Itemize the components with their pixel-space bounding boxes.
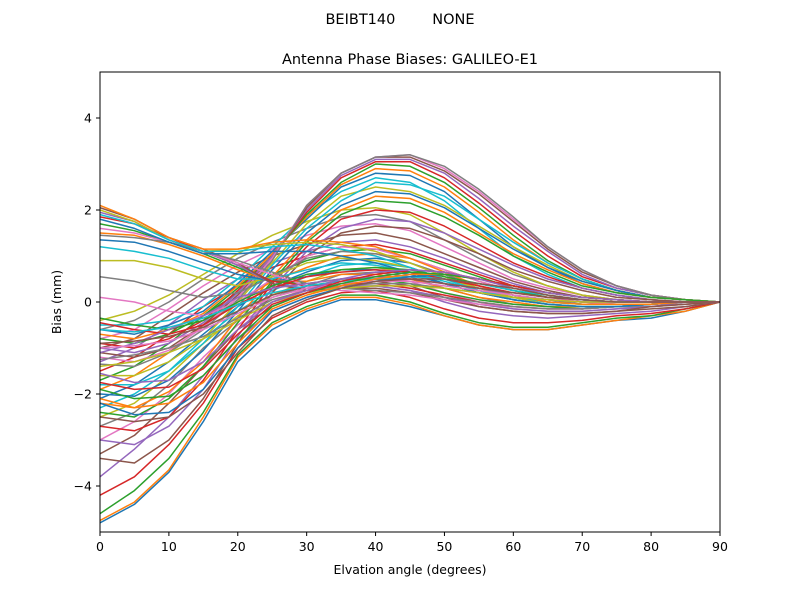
x-tick-label: 70 — [574, 539, 590, 554]
series-line-4 — [100, 289, 720, 496]
series-line-52 — [100, 204, 720, 306]
series-line-66 — [100, 278, 720, 423]
y-tick-label: 2 — [84, 203, 92, 218]
x-tick-label: 20 — [230, 539, 246, 554]
series-line-3 — [100, 294, 720, 515]
x-tick-label: 90 — [712, 539, 728, 554]
y-axis-label: Bias (mm) — [49, 270, 64, 334]
x-axis: 0 10 20 30 40 50 60 70 80 90 — [96, 532, 728, 554]
series-line-2 — [100, 296, 720, 522]
series-line-25 — [100, 158, 720, 354]
series-line-31 — [100, 190, 720, 398]
series-line-33 — [100, 200, 720, 418]
x-tick-label: 0 — [96, 539, 104, 554]
x-axis-label: Elvation angle (degrees) — [333, 562, 486, 577]
y-tick-label: −2 — [74, 387, 92, 402]
x-tick-label: 50 — [436, 539, 452, 554]
x-tick-label: 80 — [643, 539, 659, 554]
series-layer — [100, 154, 720, 524]
y-tick-label: −4 — [74, 479, 92, 494]
y-axis: −4 −2 0 2 4 — [74, 111, 100, 494]
x-tick-label: 10 — [161, 539, 177, 554]
x-tick-label: 60 — [505, 539, 521, 554]
x-tick-label: 40 — [368, 539, 384, 554]
chart-title: Antenna Phase Biases: GALILEO-E1 — [282, 52, 538, 68]
series-line-36 — [100, 225, 720, 464]
x-tick-label: 30 — [299, 539, 315, 554]
series-line-65 — [100, 269, 720, 384]
y-tick-label: 0 — [84, 295, 92, 310]
figure-suptitle: BEIBT140 NONE — [325, 12, 474, 28]
y-tick-label: 4 — [84, 111, 92, 126]
